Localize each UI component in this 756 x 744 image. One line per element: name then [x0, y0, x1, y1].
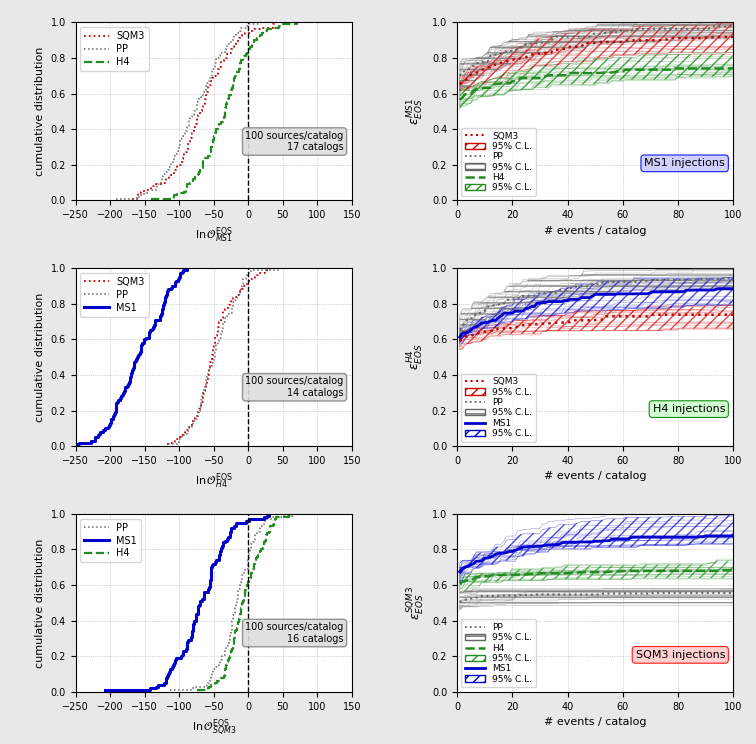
Text: 100 sources/catalog
17 catalogs: 100 sources/catalog 17 catalogs: [246, 131, 344, 153]
Legend: SQM3, 95% C.L., PP, 95% C.L., MS1, 95% C.L.: SQM3, 95% C.L., PP, 95% C.L., MS1, 95% C…: [461, 373, 536, 442]
Y-axis label: cumulative distribution: cumulative distribution: [35, 538, 45, 667]
Text: H4 injections: H4 injections: [652, 404, 725, 414]
Y-axis label: $\epsilon^{SQM3}_{EOS}$: $\epsilon^{SQM3}_{EOS}$: [405, 586, 426, 620]
X-axis label: $\ln\mathcal{O}^{\rm EOS}_{H4}$: $\ln\mathcal{O}^{\rm EOS}_{H4}$: [195, 472, 233, 491]
X-axis label: # events / catalog: # events / catalog: [544, 225, 646, 236]
Y-axis label: $\epsilon^{H4}_{EOS}$: $\epsilon^{H4}_{EOS}$: [406, 344, 426, 371]
X-axis label: $\ln\mathcal{O}^{\rm EOS}_{MS1}$: $\ln\mathcal{O}^{\rm EOS}_{MS1}$: [195, 225, 233, 246]
Y-axis label: cumulative distribution: cumulative distribution: [35, 47, 45, 176]
Y-axis label: cumulative distribution: cumulative distribution: [35, 292, 45, 422]
X-axis label: # events / catalog: # events / catalog: [544, 717, 646, 727]
Text: 100 sources/catalog
14 catalogs: 100 sources/catalog 14 catalogs: [246, 376, 344, 398]
X-axis label: # events / catalog: # events / catalog: [544, 472, 646, 481]
Legend: SQM3, PP, H4: SQM3, PP, H4: [80, 28, 149, 71]
Text: 100 sources/catalog
16 catalogs: 100 sources/catalog 16 catalogs: [246, 622, 344, 644]
Text: SQM3 injections: SQM3 injections: [636, 650, 725, 660]
Legend: SQM3, PP, MS1: SQM3, PP, MS1: [80, 273, 149, 316]
Text: MS1 injections: MS1 injections: [644, 158, 725, 168]
Legend: PP, MS1, H4: PP, MS1, H4: [80, 519, 141, 562]
X-axis label: $\ln\mathcal{O}^{\rm EOS}_{SQM3}$: $\ln\mathcal{O}^{\rm EOS}_{SQM3}$: [191, 717, 236, 738]
Legend: SQM3, 95% C.L., PP, 95% C.L., H4, 95% C.L.: SQM3, 95% C.L., PP, 95% C.L., H4, 95% C.…: [461, 128, 536, 196]
Legend: PP, 95% C.L., H4, 95% C.L., MS1, 95% C.L.: PP, 95% C.L., H4, 95% C.L., MS1, 95% C.L…: [461, 620, 536, 687]
Y-axis label: $\epsilon^{MS1}_{EOS}$: $\epsilon^{MS1}_{EOS}$: [406, 97, 426, 125]
